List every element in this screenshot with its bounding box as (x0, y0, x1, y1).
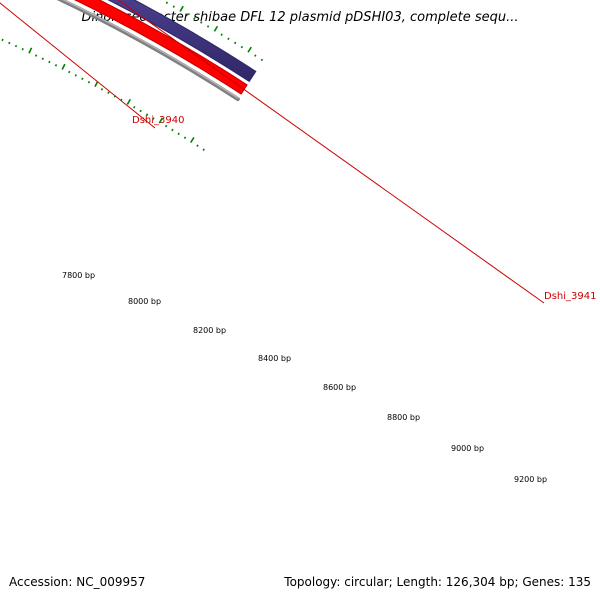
minor-tick (172, 5, 175, 8)
scale-label: 8800 bp (387, 413, 420, 422)
scale-labels: 7800 bp 8000 bp 8200 bp 8400 bp 8600 bp … (62, 271, 547, 484)
minor-tick (165, 1, 169, 5)
minor-tick (233, 41, 237, 45)
minor-tick (171, 128, 174, 132)
gene-label-line-dshi-3941 (117, 0, 545, 304)
scale-label: 9200 bp (514, 475, 547, 484)
minor-tick (41, 57, 44, 61)
cds-segment-dshi-3941[interactable] (0, 0, 248, 95)
scale-label: 9000 bp (451, 444, 484, 453)
scale-label: 7800 bp (62, 271, 95, 280)
scale-label: 8400 bp (258, 354, 291, 363)
major-tick (28, 47, 33, 54)
minor-tick (227, 37, 230, 41)
outer-tick-row (159, 0, 264, 62)
minor-tick (74, 74, 77, 77)
minor-tick (260, 58, 264, 62)
minor-tick (164, 124, 168, 128)
minor-tick (87, 80, 91, 84)
minor-tick (186, 13, 189, 16)
major-tick (179, 5, 184, 12)
minor-tick (220, 33, 223, 36)
summary-text: Topology: circular; Length: 126,304 bp; … (284, 575, 591, 589)
minor-tick (196, 144, 199, 147)
minor-tick (48, 60, 51, 64)
minor-tick (152, 117, 155, 120)
gene-label-line-dshi-3940 (0, 2, 156, 129)
minor-tick (1, 38, 4, 42)
minor-tick (107, 91, 110, 95)
accession-text: Accession: NC_009957 (9, 575, 146, 589)
minor-tick (200, 21, 203, 24)
scale-label: 8000 bp (128, 297, 161, 306)
minor-tick (177, 132, 180, 136)
minor-tick (202, 148, 205, 151)
minor-tick (139, 109, 142, 113)
minor-tick (68, 70, 71, 74)
minor-tick (206, 25, 210, 28)
major-tick (213, 25, 219, 32)
scale-tick-row (1, 38, 205, 151)
minor-tick (240, 45, 244, 49)
minor-tick (193, 17, 196, 20)
minor-tick (54, 64, 58, 67)
gene-label-dshi-3940[interactable]: Dshi_3940 (132, 115, 184, 126)
minor-tick (183, 136, 187, 140)
major-tick (158, 117, 164, 124)
minor-tick (100, 87, 104, 91)
minor-tick (8, 41, 11, 45)
minor-tick (113, 95, 117, 98)
gene-dshi-3941[interactable] (0, 0, 257, 83)
minor-tick (133, 105, 136, 109)
minor-tick (254, 54, 257, 57)
minor-tick (34, 54, 38, 57)
scale-label: 8600 bp (323, 383, 356, 392)
minor-tick (120, 98, 123, 102)
major-tick (190, 137, 195, 143)
minor-tick (14, 44, 18, 48)
major-tick (94, 80, 99, 87)
major-tick (126, 98, 131, 105)
scale-label: 8200 bp (193, 326, 226, 335)
major-tick (61, 63, 66, 70)
major-tick (247, 46, 252, 53)
minor-tick (81, 77, 84, 81)
minor-tick (145, 113, 149, 116)
minor-tick (21, 47, 24, 51)
gene-label-dshi-3941[interactable]: Dshi_3941 (544, 291, 596, 302)
backbone-track (56, 0, 240, 102)
map-title: Dinoroseobacter shibae DFL 12 plasmid pD… (81, 10, 519, 25)
